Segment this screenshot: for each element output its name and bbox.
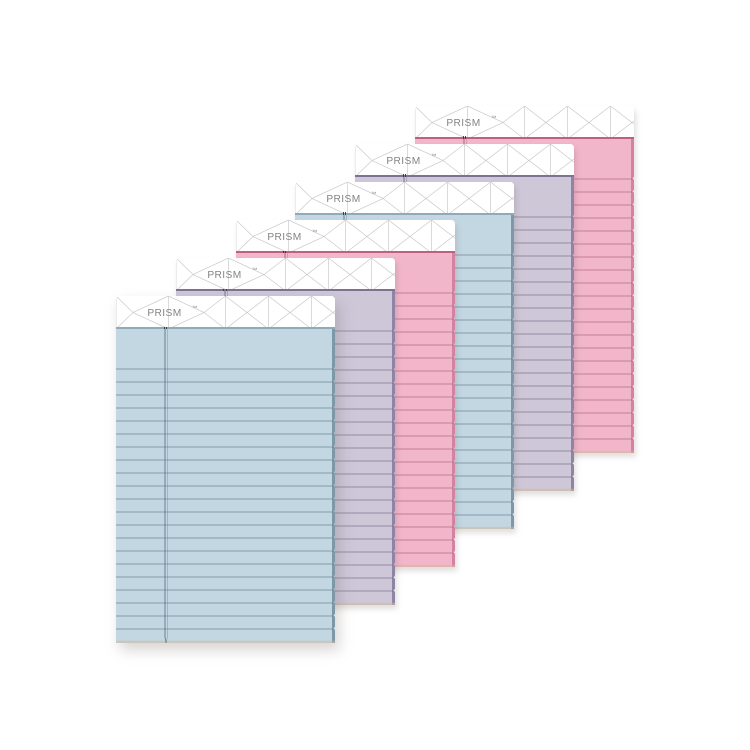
svg-text:PRISM: PRISM [446, 117, 480, 128]
svg-text:™: ™ [312, 229, 318, 235]
svg-text:™: ™ [491, 115, 497, 121]
svg-text:™: ™ [431, 153, 437, 159]
svg-text:™: ™ [192, 306, 198, 312]
svg-text:PRISM: PRISM [387, 155, 421, 166]
svg-text:PRISM: PRISM [267, 232, 301, 243]
svg-text:PRISM: PRISM [207, 270, 241, 281]
svg-text:™: ™ [371, 191, 377, 197]
svg-text:PRISM: PRISM [327, 194, 361, 205]
svg-text:PRISM: PRISM [147, 308, 181, 319]
svg-text:™: ™ [252, 267, 258, 273]
